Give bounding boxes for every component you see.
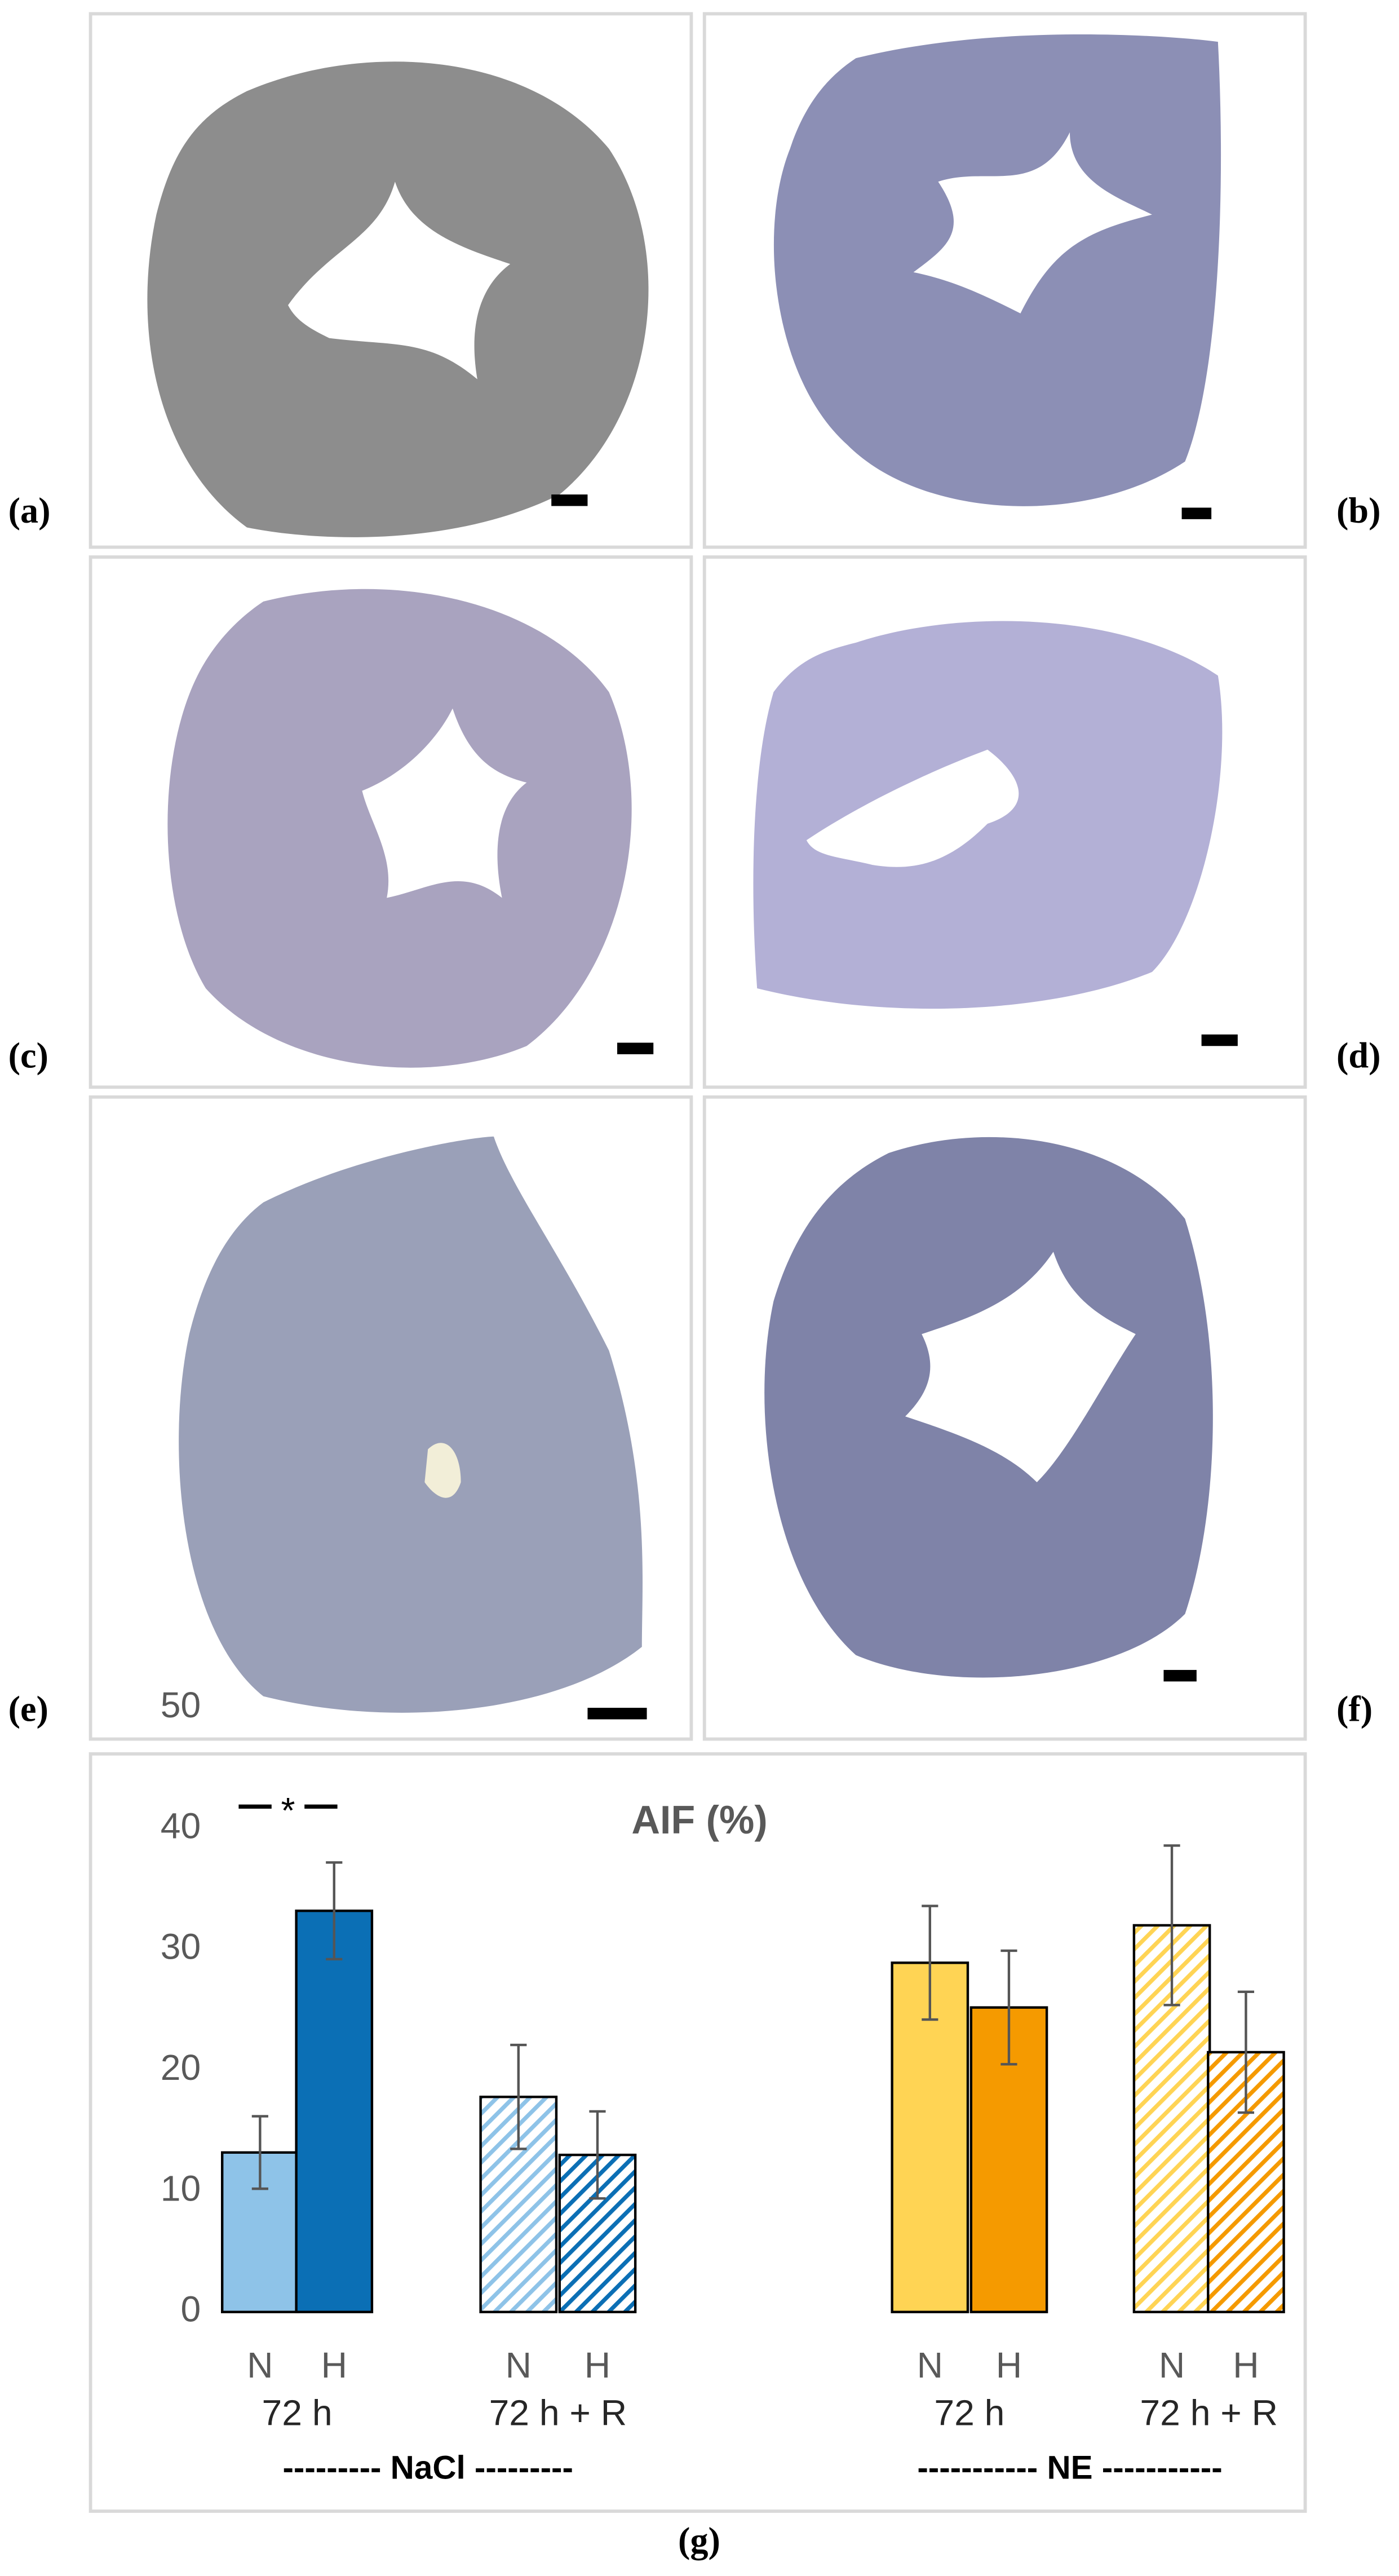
x-tick-label: N bbox=[917, 2345, 943, 2385]
panel-d bbox=[702, 555, 1307, 1089]
panel-label: (e) bbox=[8, 1689, 48, 1729]
panel-label: (a) bbox=[8, 491, 51, 531]
x-tick-label: H bbox=[321, 2345, 347, 2385]
subgroup-label: 72 h + R bbox=[1140, 2393, 1278, 2433]
panel-label: (g) bbox=[678, 2520, 720, 2560]
subgroup-label: 72 h + R bbox=[489, 2393, 627, 2433]
x-tick-label: H bbox=[585, 2345, 610, 2385]
x-tick-label: H bbox=[1233, 2345, 1259, 2385]
x-tick-label: N bbox=[1159, 2345, 1185, 2385]
bar bbox=[295, 1909, 374, 2313]
x-tick-label: H bbox=[996, 2345, 1022, 2385]
y-tick-label: 50 bbox=[161, 1685, 201, 1725]
panel-label: (d) bbox=[1336, 1035, 1381, 1075]
panel-e bbox=[88, 1095, 693, 1741]
panel-b bbox=[702, 12, 1307, 549]
y-tick-label: 0 bbox=[181, 2289, 201, 2330]
bar bbox=[891, 1961, 969, 2313]
panel-f bbox=[702, 1095, 1307, 1741]
subgroup-label: 72 h bbox=[934, 2393, 1004, 2433]
y-tick-label: 40 bbox=[161, 1805, 201, 1846]
y-tick-label: 30 bbox=[161, 1927, 201, 1967]
panel-a bbox=[88, 12, 693, 549]
significance-marker: * bbox=[281, 1790, 295, 1831]
chart-frame bbox=[88, 1752, 1307, 2513]
x-tick-label: N bbox=[247, 2345, 273, 2385]
chart-title: AIF (%) bbox=[631, 1798, 767, 1842]
panel-c bbox=[88, 555, 693, 1089]
panel-label: (b) bbox=[1336, 491, 1381, 531]
panel-label: (f) bbox=[1336, 1689, 1373, 1729]
subgroup-label: 72 h bbox=[262, 2393, 333, 2433]
y-tick-label: 10 bbox=[161, 2168, 201, 2208]
group-label: --------- NaCl --------- bbox=[282, 2449, 573, 2486]
group-label: ----------- NE ----------- bbox=[917, 2449, 1222, 2486]
y-tick-label: 20 bbox=[161, 2047, 201, 2088]
panel-label: (c) bbox=[8, 1035, 48, 1075]
x-tick-label: N bbox=[506, 2345, 532, 2385]
